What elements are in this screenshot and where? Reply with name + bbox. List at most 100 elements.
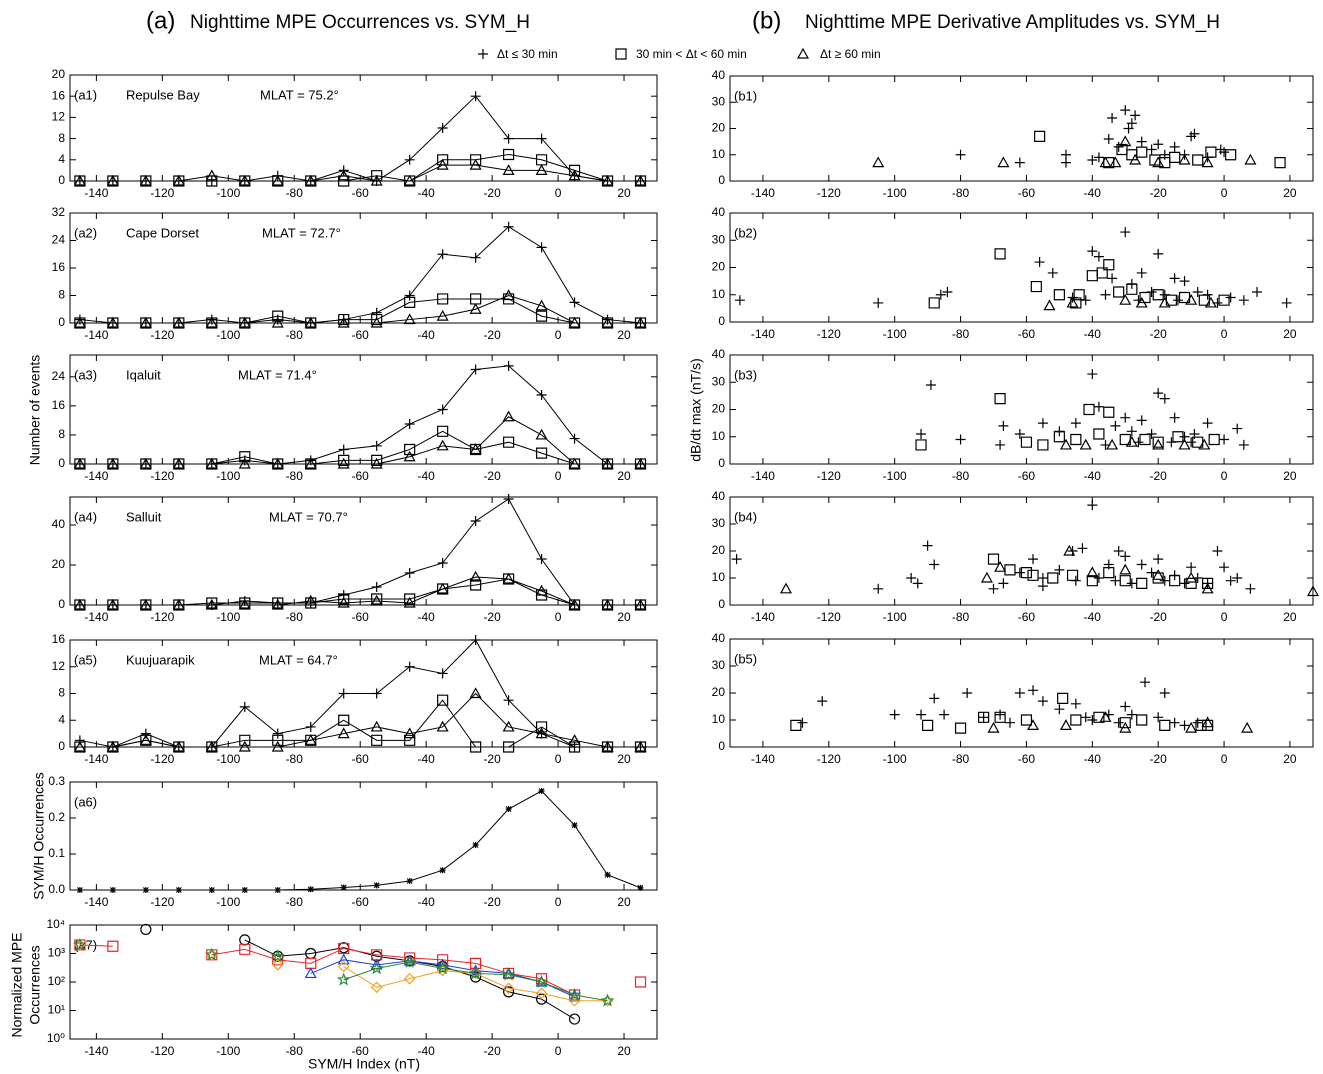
- marker: [270, 949, 285, 963]
- marker: [1120, 551, 1131, 562]
- marker: [107, 458, 119, 470]
- marker: [470, 516, 481, 526]
- y-tick-label: 40: [712, 68, 726, 82]
- marker: [1274, 157, 1286, 169]
- marker: [272, 728, 283, 739]
- marker: [925, 379, 936, 390]
- marker: [239, 317, 251, 329]
- marker: [172, 740, 185, 752]
- marker: [106, 598, 119, 610]
- marker: [1109, 156, 1122, 168]
- mlat-label: MLAT = 70.7°: [269, 509, 348, 524]
- marker: [142, 887, 149, 893]
- marker: [305, 734, 317, 746]
- marker: [535, 447, 548, 459]
- marker: [238, 316, 251, 328]
- y-tick-label: 8: [58, 686, 65, 700]
- x-tick-label: 0: [555, 895, 562, 909]
- marker: [1070, 698, 1081, 709]
- marker: [1054, 564, 1065, 575]
- y-tick-label: 20: [712, 402, 726, 416]
- marker: [1066, 569, 1079, 581]
- y-tick-label: 40: [712, 347, 726, 361]
- x-tick-label: -60: [352, 1044, 370, 1058]
- x-tick-label: 0: [1221, 752, 1228, 766]
- legend-label: Δt ≤ 30 min: [497, 47, 558, 61]
- marker: [536, 242, 547, 253]
- marker: [437, 558, 448, 568]
- y-tick-label: 30: [712, 94, 726, 108]
- x-tick-label: -40: [417, 469, 435, 483]
- marker: [1020, 436, 1033, 448]
- y-tick-label: 10⁰: [47, 1031, 65, 1045]
- marker: [470, 957, 482, 969]
- marker: [107, 940, 119, 952]
- x-tick-label: 20: [617, 186, 631, 200]
- marker: [997, 156, 1010, 168]
- y-tick-label: 20: [52, 67, 66, 81]
- marker: [955, 149, 966, 160]
- marker: [305, 947, 317, 960]
- marker: [505, 806, 512, 812]
- marker: [503, 436, 515, 448]
- y-tick-label: 24: [52, 233, 66, 247]
- y-axis-label: dB/dt max (nT/s): [688, 358, 704, 461]
- marker: [1093, 711, 1105, 723]
- marker: [371, 688, 382, 699]
- marker: [1238, 439, 1249, 450]
- series-line: [79, 164, 641, 182]
- marker: [172, 174, 185, 186]
- marker: [1093, 428, 1105, 440]
- marker: [817, 696, 828, 707]
- marker: [571, 822, 578, 829]
- marker: [1059, 438, 1072, 450]
- marker: [470, 154, 482, 166]
- marker: [436, 309, 449, 321]
- marker: [305, 175, 317, 187]
- marker: [74, 939, 86, 951]
- marker: [1201, 582, 1214, 594]
- y-tick-label: 40: [712, 489, 726, 503]
- marker: [436, 158, 449, 170]
- marker: [1107, 273, 1118, 284]
- marker: [501, 967, 516, 981]
- marker: [340, 884, 347, 891]
- plot-frame: [69, 74, 658, 182]
- marker: [1113, 141, 1124, 152]
- marker: [998, 578, 1009, 589]
- marker: [922, 719, 934, 731]
- marker: [271, 316, 284, 328]
- marker: [1238, 295, 1249, 306]
- marker: [1201, 156, 1214, 168]
- marker: [469, 158, 482, 170]
- marker: [140, 728, 151, 739]
- marker: [600, 993, 615, 1007]
- x-tick-label: -140: [751, 610, 775, 624]
- x-tick-label: -40: [417, 610, 435, 624]
- x-tick-label: 0: [1221, 327, 1228, 341]
- marker: [1037, 418, 1048, 429]
- y-tick-label: 8: [58, 131, 65, 145]
- marker: [1119, 563, 1132, 575]
- marker: [1212, 546, 1223, 556]
- y-tick-label: 16: [52, 632, 66, 646]
- marker: [1037, 581, 1048, 592]
- marker: [604, 871, 611, 878]
- marker: [535, 987, 548, 1000]
- marker: [955, 434, 966, 445]
- x-tick-label: -100: [216, 752, 240, 766]
- marker: [1060, 157, 1071, 168]
- panel-tag: (a): [146, 7, 175, 34]
- marker: [1159, 393, 1170, 404]
- y-tick-label: 10¹: [48, 1003, 65, 1017]
- marker: [338, 688, 349, 699]
- marker: [502, 720, 515, 732]
- marker: [1169, 141, 1180, 152]
- marker: [634, 175, 647, 187]
- marker: [601, 174, 614, 186]
- marker: [535, 721, 548, 733]
- x-tick-label: -100: [216, 469, 240, 483]
- marker: [369, 961, 384, 975]
- x-tick-label: -140: [751, 469, 775, 483]
- mlat-label: MLAT = 71.4°: [238, 367, 317, 382]
